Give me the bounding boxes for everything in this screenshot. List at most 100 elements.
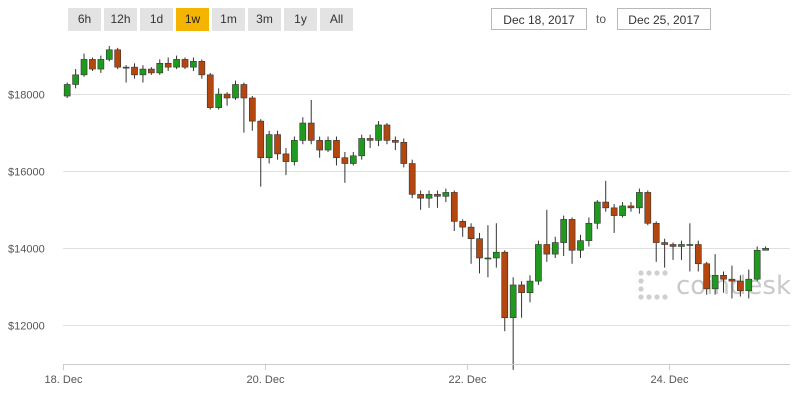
range-button-1d[interactable]: 1d (140, 8, 173, 31)
candle-body (190, 61, 197, 68)
candle-up (349, 151, 357, 166)
x-tick-label: 22. Dec (449, 374, 487, 386)
candle-down (316, 136, 323, 158)
candle-down (459, 219, 467, 237)
candle-body (131, 66, 138, 76)
candle-body (720, 275, 727, 280)
candle-body (577, 240, 584, 251)
candle-up (745, 269, 753, 299)
date-from-input[interactable]: Dec 18, 2017 (491, 8, 587, 30)
candle-up (593, 200, 601, 230)
candle-up (636, 188, 643, 214)
candle-body (198, 61, 206, 76)
candle-up (324, 136, 332, 152)
range-button-1m[interactable]: 1m (212, 8, 245, 31)
candle-up (442, 188, 450, 203)
candle-up (585, 217, 593, 247)
candle-down (164, 57, 172, 71)
candle-body (450, 192, 458, 222)
candle-down (568, 217, 576, 264)
candle-body (535, 244, 542, 282)
candle-body (518, 284, 525, 293)
candle-down (400, 138, 408, 168)
candle-up (509, 277, 517, 370)
range-button-12h[interactable]: 12h (104, 8, 137, 31)
candle-down (652, 221, 660, 262)
candle-body (652, 222, 660, 243)
candle-body (425, 194, 433, 199)
candle-up (619, 202, 626, 218)
candle-body (333, 140, 340, 159)
candle-down (661, 238, 668, 268)
y-tick-label: $12000 (8, 321, 45, 333)
candle-down (543, 209, 551, 262)
candle-down (450, 190, 458, 231)
candle-down (333, 136, 340, 166)
candle-body (122, 66, 130, 69)
candle-up (577, 234, 584, 258)
candle-body (442, 192, 450, 197)
candle-down (501, 250, 509, 332)
candle-up (753, 246, 761, 282)
candle-up (686, 223, 694, 272)
candle-up (232, 80, 239, 100)
candle-down (476, 232, 483, 274)
candle-body (89, 59, 96, 70)
candle-up (139, 65, 147, 83)
candle-body (232, 84, 239, 99)
candle-up (560, 215, 567, 257)
range-button-3m[interactable]: 3m (248, 8, 281, 31)
candle-up (156, 59, 164, 75)
x-tick-label: 20. Dec (247, 374, 285, 386)
time-range-selector: 6h 12h 1d 1w 1m 3m 1y All (68, 8, 353, 31)
candle-body (610, 207, 618, 216)
candle-down (198, 59, 206, 79)
range-button-all[interactable]: All (320, 8, 353, 31)
logo-dot (646, 294, 652, 300)
candle-body (753, 249, 761, 280)
candle-body (636, 192, 643, 209)
candle-body (560, 219, 567, 243)
candle-body (164, 62, 172, 68)
candle-down (518, 281, 525, 318)
date-to-input[interactable]: Dec 25, 2017 (617, 8, 711, 30)
candle-body (366, 138, 374, 141)
candle-body (476, 238, 483, 259)
candle-up (122, 65, 130, 83)
candle-body (299, 122, 307, 141)
candle-body (349, 155, 357, 164)
candle-body (686, 244, 694, 246)
range-button-1y[interactable]: 1y (284, 8, 317, 31)
candle-body (644, 192, 652, 224)
candle-body (467, 226, 475, 239)
candle-down (703, 261, 711, 295)
candle-body (602, 201, 610, 209)
candle-down (694, 240, 702, 272)
candle-body (762, 248, 769, 251)
candle-up (551, 236, 559, 258)
candle-up (493, 223, 500, 268)
range-button-6h[interactable]: 6h (68, 8, 101, 31)
candle-body (493, 251, 500, 259)
candle-body (703, 263, 711, 290)
candle-down (383, 123, 391, 145)
watermark-text: coindesk (676, 271, 791, 301)
candle-body (97, 59, 105, 70)
date-range-to-label: to (596, 12, 607, 26)
candle-body (139, 68, 147, 76)
candle-body (551, 242, 559, 255)
range-button-1w[interactable]: 1w (176, 8, 209, 31)
candle-down (610, 204, 618, 233)
candle-up (265, 130, 273, 164)
candle-body (72, 74, 79, 85)
candle-body (240, 84, 248, 99)
candle-body (417, 194, 424, 199)
logo-dot (638, 294, 644, 300)
candle-up (526, 275, 534, 303)
candle-down (366, 134, 374, 149)
candle-up (711, 254, 719, 295)
candle-up (72, 69, 79, 89)
candle-down (669, 242, 677, 260)
candle-body (206, 74, 214, 108)
